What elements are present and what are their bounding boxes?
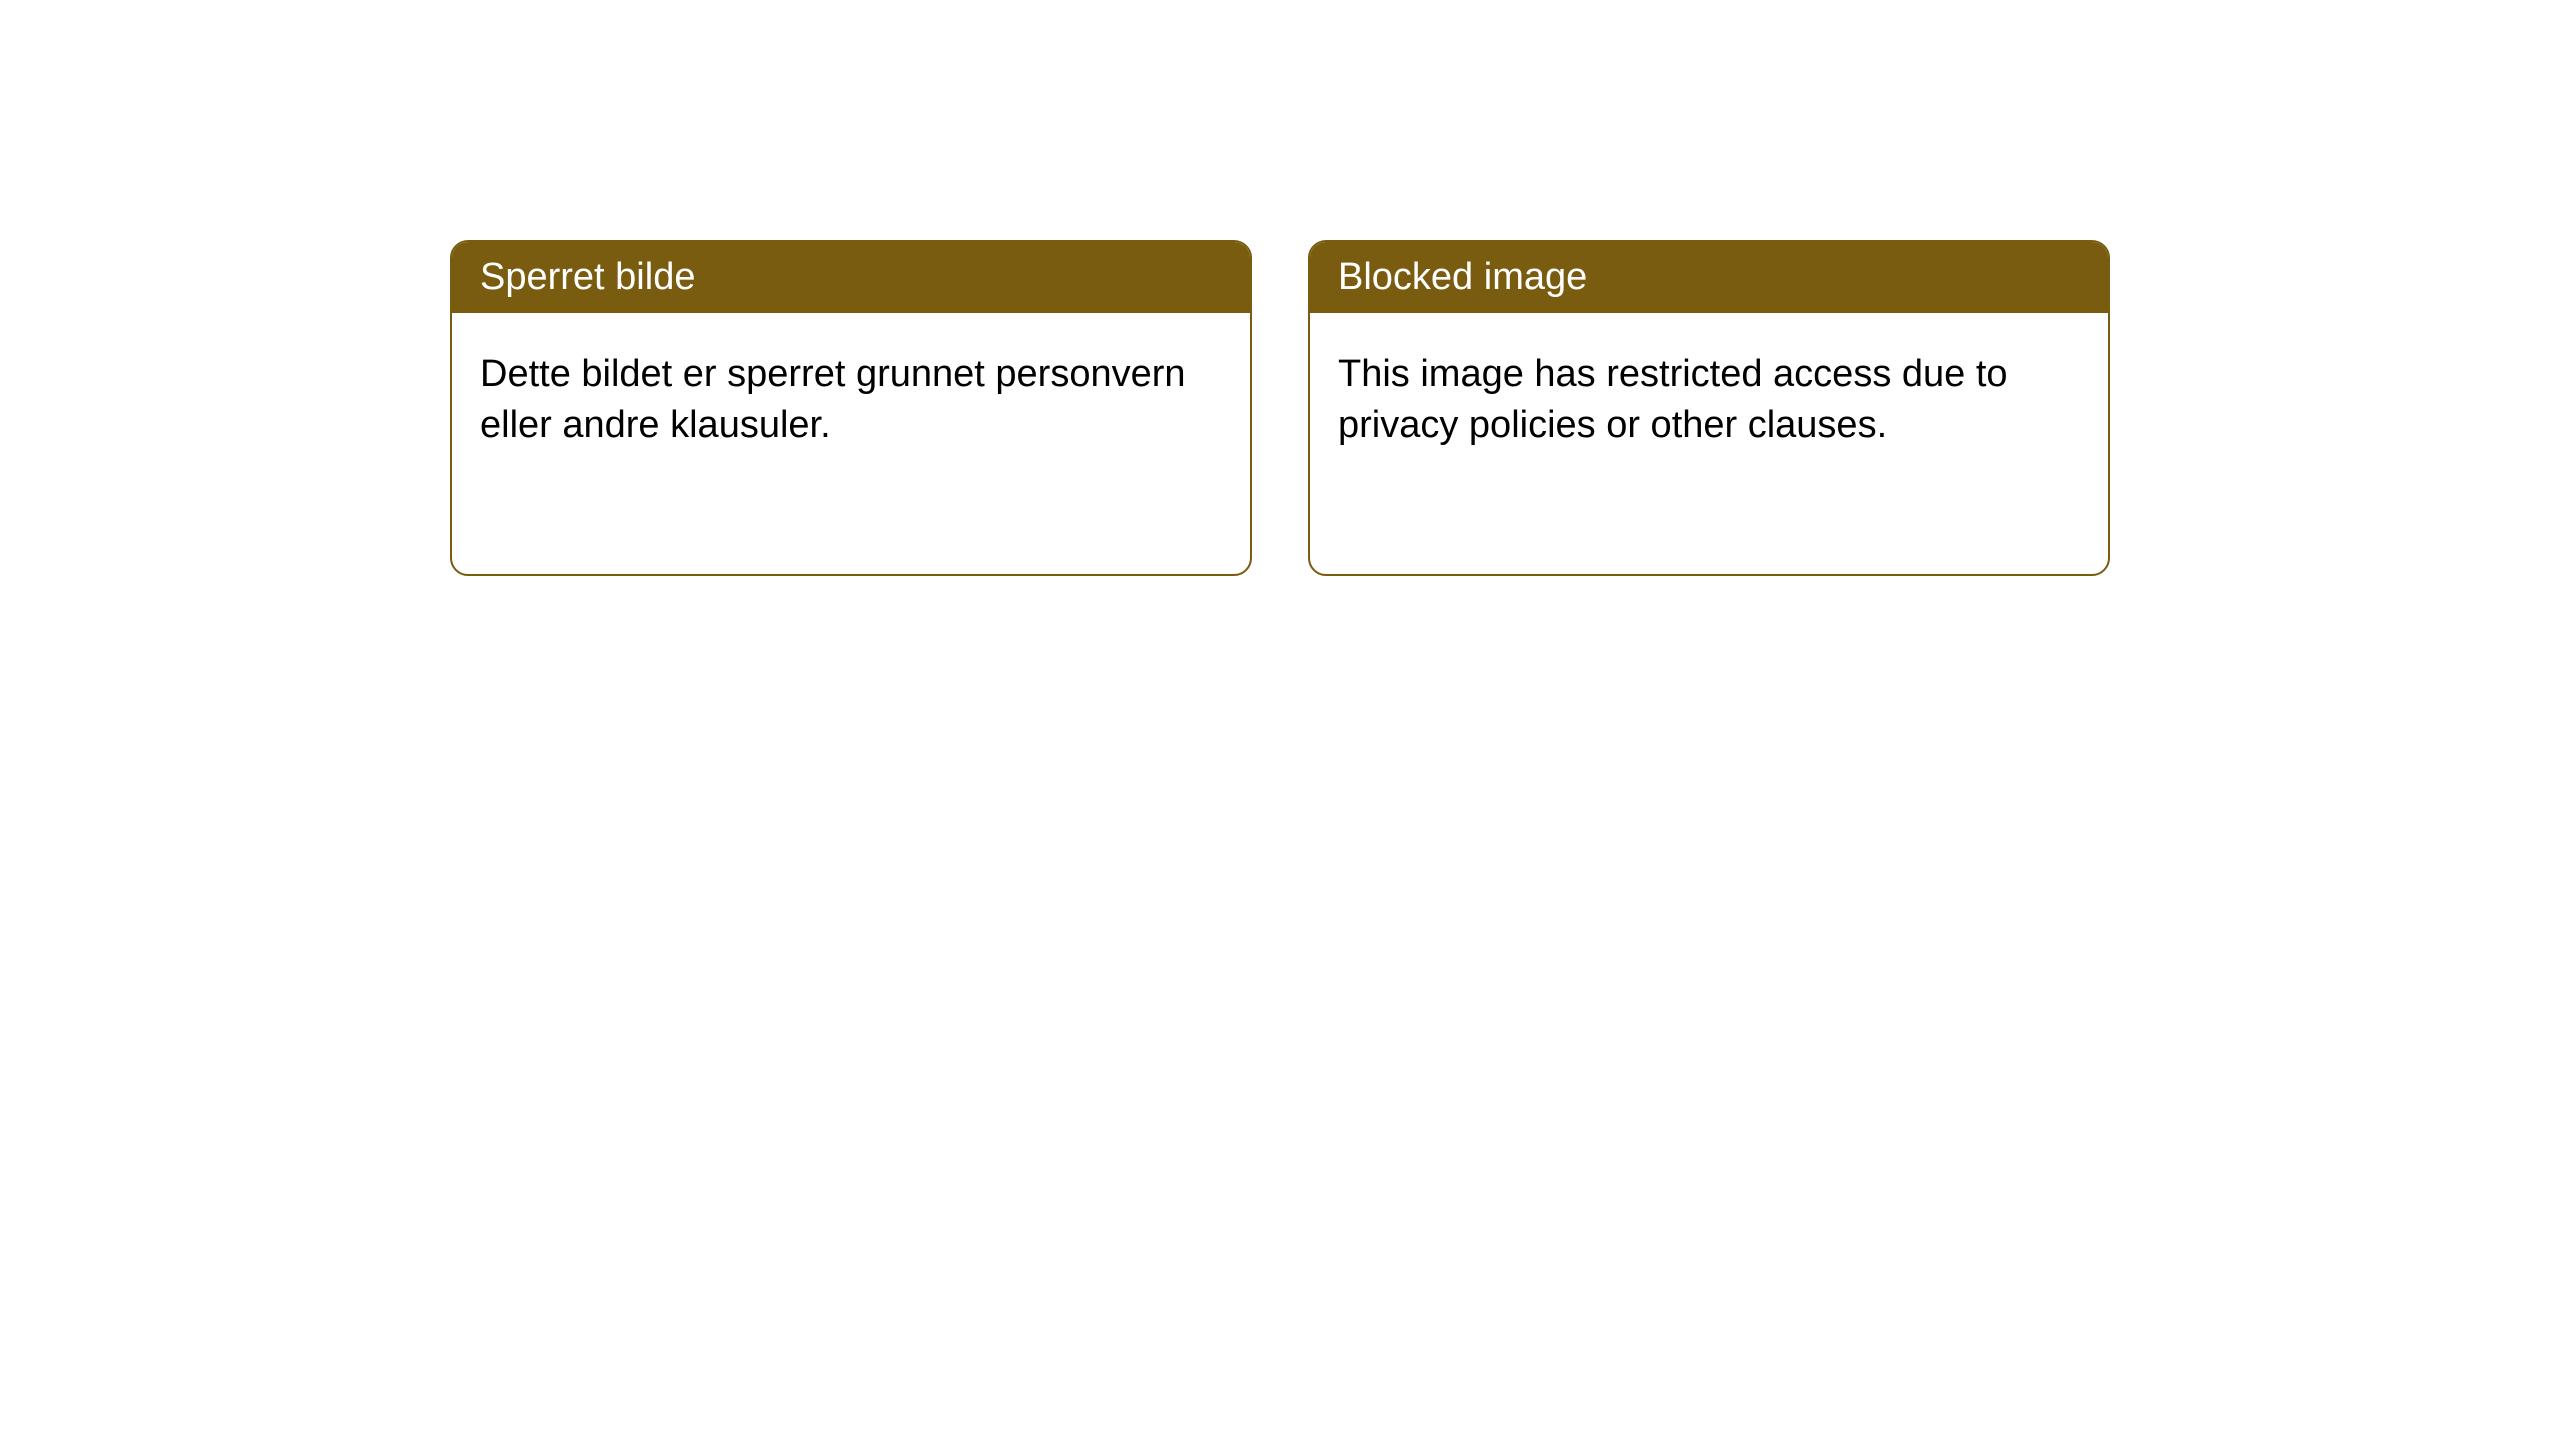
notice-body: This image has restricted access due to … xyxy=(1310,313,2108,488)
notice-title: Sperret bilde xyxy=(480,256,695,298)
notice-card-norwegian: Sperret bilde Dette bildet er sperret gr… xyxy=(450,240,1252,576)
notice-message: Dette bildet er sperret grunnet personve… xyxy=(480,353,1186,446)
notice-card-english: Blocked image This image has restricted … xyxy=(1308,240,2110,576)
notice-title: Blocked image xyxy=(1338,256,1587,298)
notice-container: Sperret bilde Dette bildet er sperret gr… xyxy=(0,0,2560,576)
notice-header: Sperret bilde xyxy=(452,242,1250,313)
notice-message: This image has restricted access due to … xyxy=(1338,353,2008,446)
notice-body: Dette bildet er sperret grunnet personve… xyxy=(452,313,1250,488)
notice-header: Blocked image xyxy=(1310,242,2108,313)
